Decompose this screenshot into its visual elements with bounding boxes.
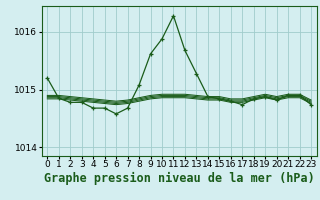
X-axis label: Graphe pression niveau de la mer (hPa): Graphe pression niveau de la mer (hPa) bbox=[44, 172, 315, 185]
